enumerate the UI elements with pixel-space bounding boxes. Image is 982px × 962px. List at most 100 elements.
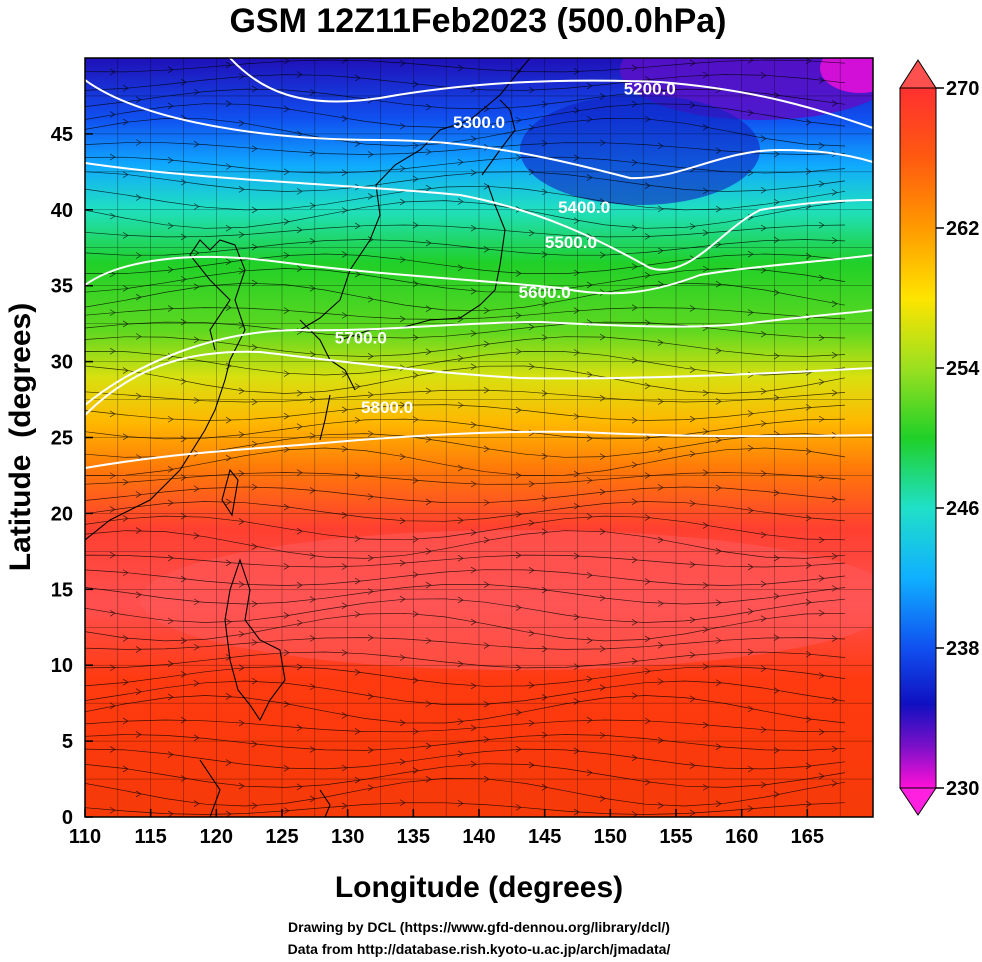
streamline-arrow bbox=[367, 634, 374, 642]
streamline-arrow bbox=[367, 493, 374, 501]
streamline-arrow bbox=[586, 174, 593, 181]
streamline-arrow bbox=[283, 503, 290, 511]
streamline-arrow bbox=[225, 258, 232, 266]
streamline-arrow bbox=[831, 237, 838, 244]
streamline-arrow bbox=[818, 334, 825, 342]
streamline-arrow bbox=[573, 613, 580, 621]
streamline bbox=[85, 418, 846, 440]
streamline-arrow bbox=[702, 721, 709, 729]
streamline-arrow bbox=[528, 682, 535, 689]
contour-5400 bbox=[85, 162, 873, 271]
streamline bbox=[85, 103, 846, 128]
streamline-arrow bbox=[399, 122, 406, 130]
streamline-arrow bbox=[689, 450, 696, 458]
streamline bbox=[85, 336, 846, 357]
streamline-arrow bbox=[122, 569, 129, 577]
streamline-arrow bbox=[225, 61, 232, 69]
streamline-arrow bbox=[457, 660, 464, 668]
x-tick-label: 165 bbox=[791, 826, 824, 848]
streamline bbox=[85, 365, 846, 394]
streamline-arrow bbox=[296, 423, 303, 430]
streamline-arrow bbox=[747, 507, 754, 514]
streamline-arrow bbox=[109, 664, 116, 672]
streamline-arrow bbox=[167, 554, 174, 562]
streamline-arrow bbox=[586, 477, 593, 484]
streamline-arrow bbox=[193, 397, 200, 404]
streamline-arrow bbox=[773, 634, 780, 641]
streamline-arrow bbox=[818, 536, 825, 544]
streamline bbox=[85, 321, 846, 339]
streamline-arrow bbox=[702, 522, 709, 529]
streamline-arrow bbox=[541, 783, 548, 791]
height-contours bbox=[85, 58, 873, 469]
streamline-arrow bbox=[818, 772, 825, 780]
streamline-arrow bbox=[805, 448, 812, 455]
coastline bbox=[85, 58, 531, 817]
streamline-arrow bbox=[541, 528, 548, 536]
streamline-arrow bbox=[399, 758, 406, 766]
streamline-arrow bbox=[831, 585, 838, 592]
streamline-arrow bbox=[747, 444, 754, 452]
streamline-arrow bbox=[541, 334, 548, 341]
x-tick-label: 155 bbox=[659, 826, 692, 848]
streamline-arrow bbox=[399, 799, 406, 807]
streamline-arrow bbox=[528, 363, 535, 370]
streamline-arrow bbox=[689, 695, 696, 703]
streamline-arrow bbox=[412, 80, 419, 88]
streamline-arrow bbox=[631, 619, 638, 626]
streamline-arrow bbox=[167, 156, 174, 164]
streamline-arrow bbox=[573, 470, 580, 478]
streamline bbox=[85, 59, 846, 73]
streamline-arrow bbox=[251, 543, 258, 550]
streamline-arrow bbox=[296, 469, 303, 476]
streamline-arrow bbox=[689, 101, 696, 109]
streamline-arrow bbox=[425, 239, 432, 247]
streamline bbox=[85, 200, 846, 229]
contour-label: 5600.0 bbox=[519, 283, 571, 302]
streamline-arrow bbox=[470, 330, 477, 337]
streamline-arrow bbox=[631, 64, 638, 72]
streamline-arrow bbox=[805, 562, 812, 569]
streamline-arrow bbox=[689, 366, 696, 374]
streamline-arrow bbox=[122, 232, 129, 239]
streamline-arrow bbox=[715, 637, 722, 644]
streamline-arrow bbox=[425, 387, 432, 395]
streamline-arrow bbox=[109, 68, 116, 76]
streamline-arrow bbox=[573, 698, 580, 705]
streamline-arrow bbox=[528, 719, 535, 727]
streamline-arrow bbox=[631, 263, 638, 270]
streamline-arrow bbox=[483, 340, 490, 348]
streamline-arrow bbox=[657, 280, 664, 288]
streamline-arrow bbox=[702, 663, 709, 670]
streamline-arrow bbox=[599, 394, 606, 402]
streamline-arrow bbox=[341, 445, 348, 453]
streamline-arrow bbox=[586, 716, 593, 724]
streamline-arrow bbox=[470, 682, 477, 690]
streamline-arrow bbox=[773, 91, 780, 99]
streamline-arrow bbox=[470, 135, 477, 143]
streamline-arrow bbox=[818, 221, 825, 229]
streamline-arrow bbox=[515, 312, 522, 319]
streamline-arrow bbox=[483, 445, 490, 453]
streamline-arrow bbox=[122, 367, 129, 374]
streamline-arrow bbox=[818, 378, 825, 386]
contour-5200 bbox=[229, 58, 873, 129]
streamline-arrow bbox=[180, 435, 187, 443]
y-tick-label: 0 bbox=[62, 807, 73, 829]
streamline-arrow bbox=[631, 304, 638, 311]
streamline-arrow bbox=[689, 651, 696, 659]
streamline-arrow bbox=[747, 765, 754, 773]
streamline-arrow bbox=[747, 648, 754, 656]
streamline-arrow bbox=[573, 663, 580, 670]
streamline-arrow bbox=[831, 189, 838, 196]
streamline-arrow bbox=[238, 387, 245, 395]
streamline-arrow bbox=[760, 330, 767, 338]
streamline-arrow bbox=[109, 610, 116, 617]
streamline-arrow bbox=[354, 270, 361, 278]
streamline-arrow bbox=[341, 169, 348, 177]
streamline-arrow bbox=[715, 484, 722, 492]
streamline-arrow bbox=[341, 563, 348, 570]
streamline-arrow bbox=[122, 478, 129, 486]
streamline-arrow bbox=[702, 784, 709, 791]
streamline-arrow bbox=[251, 740, 258, 748]
